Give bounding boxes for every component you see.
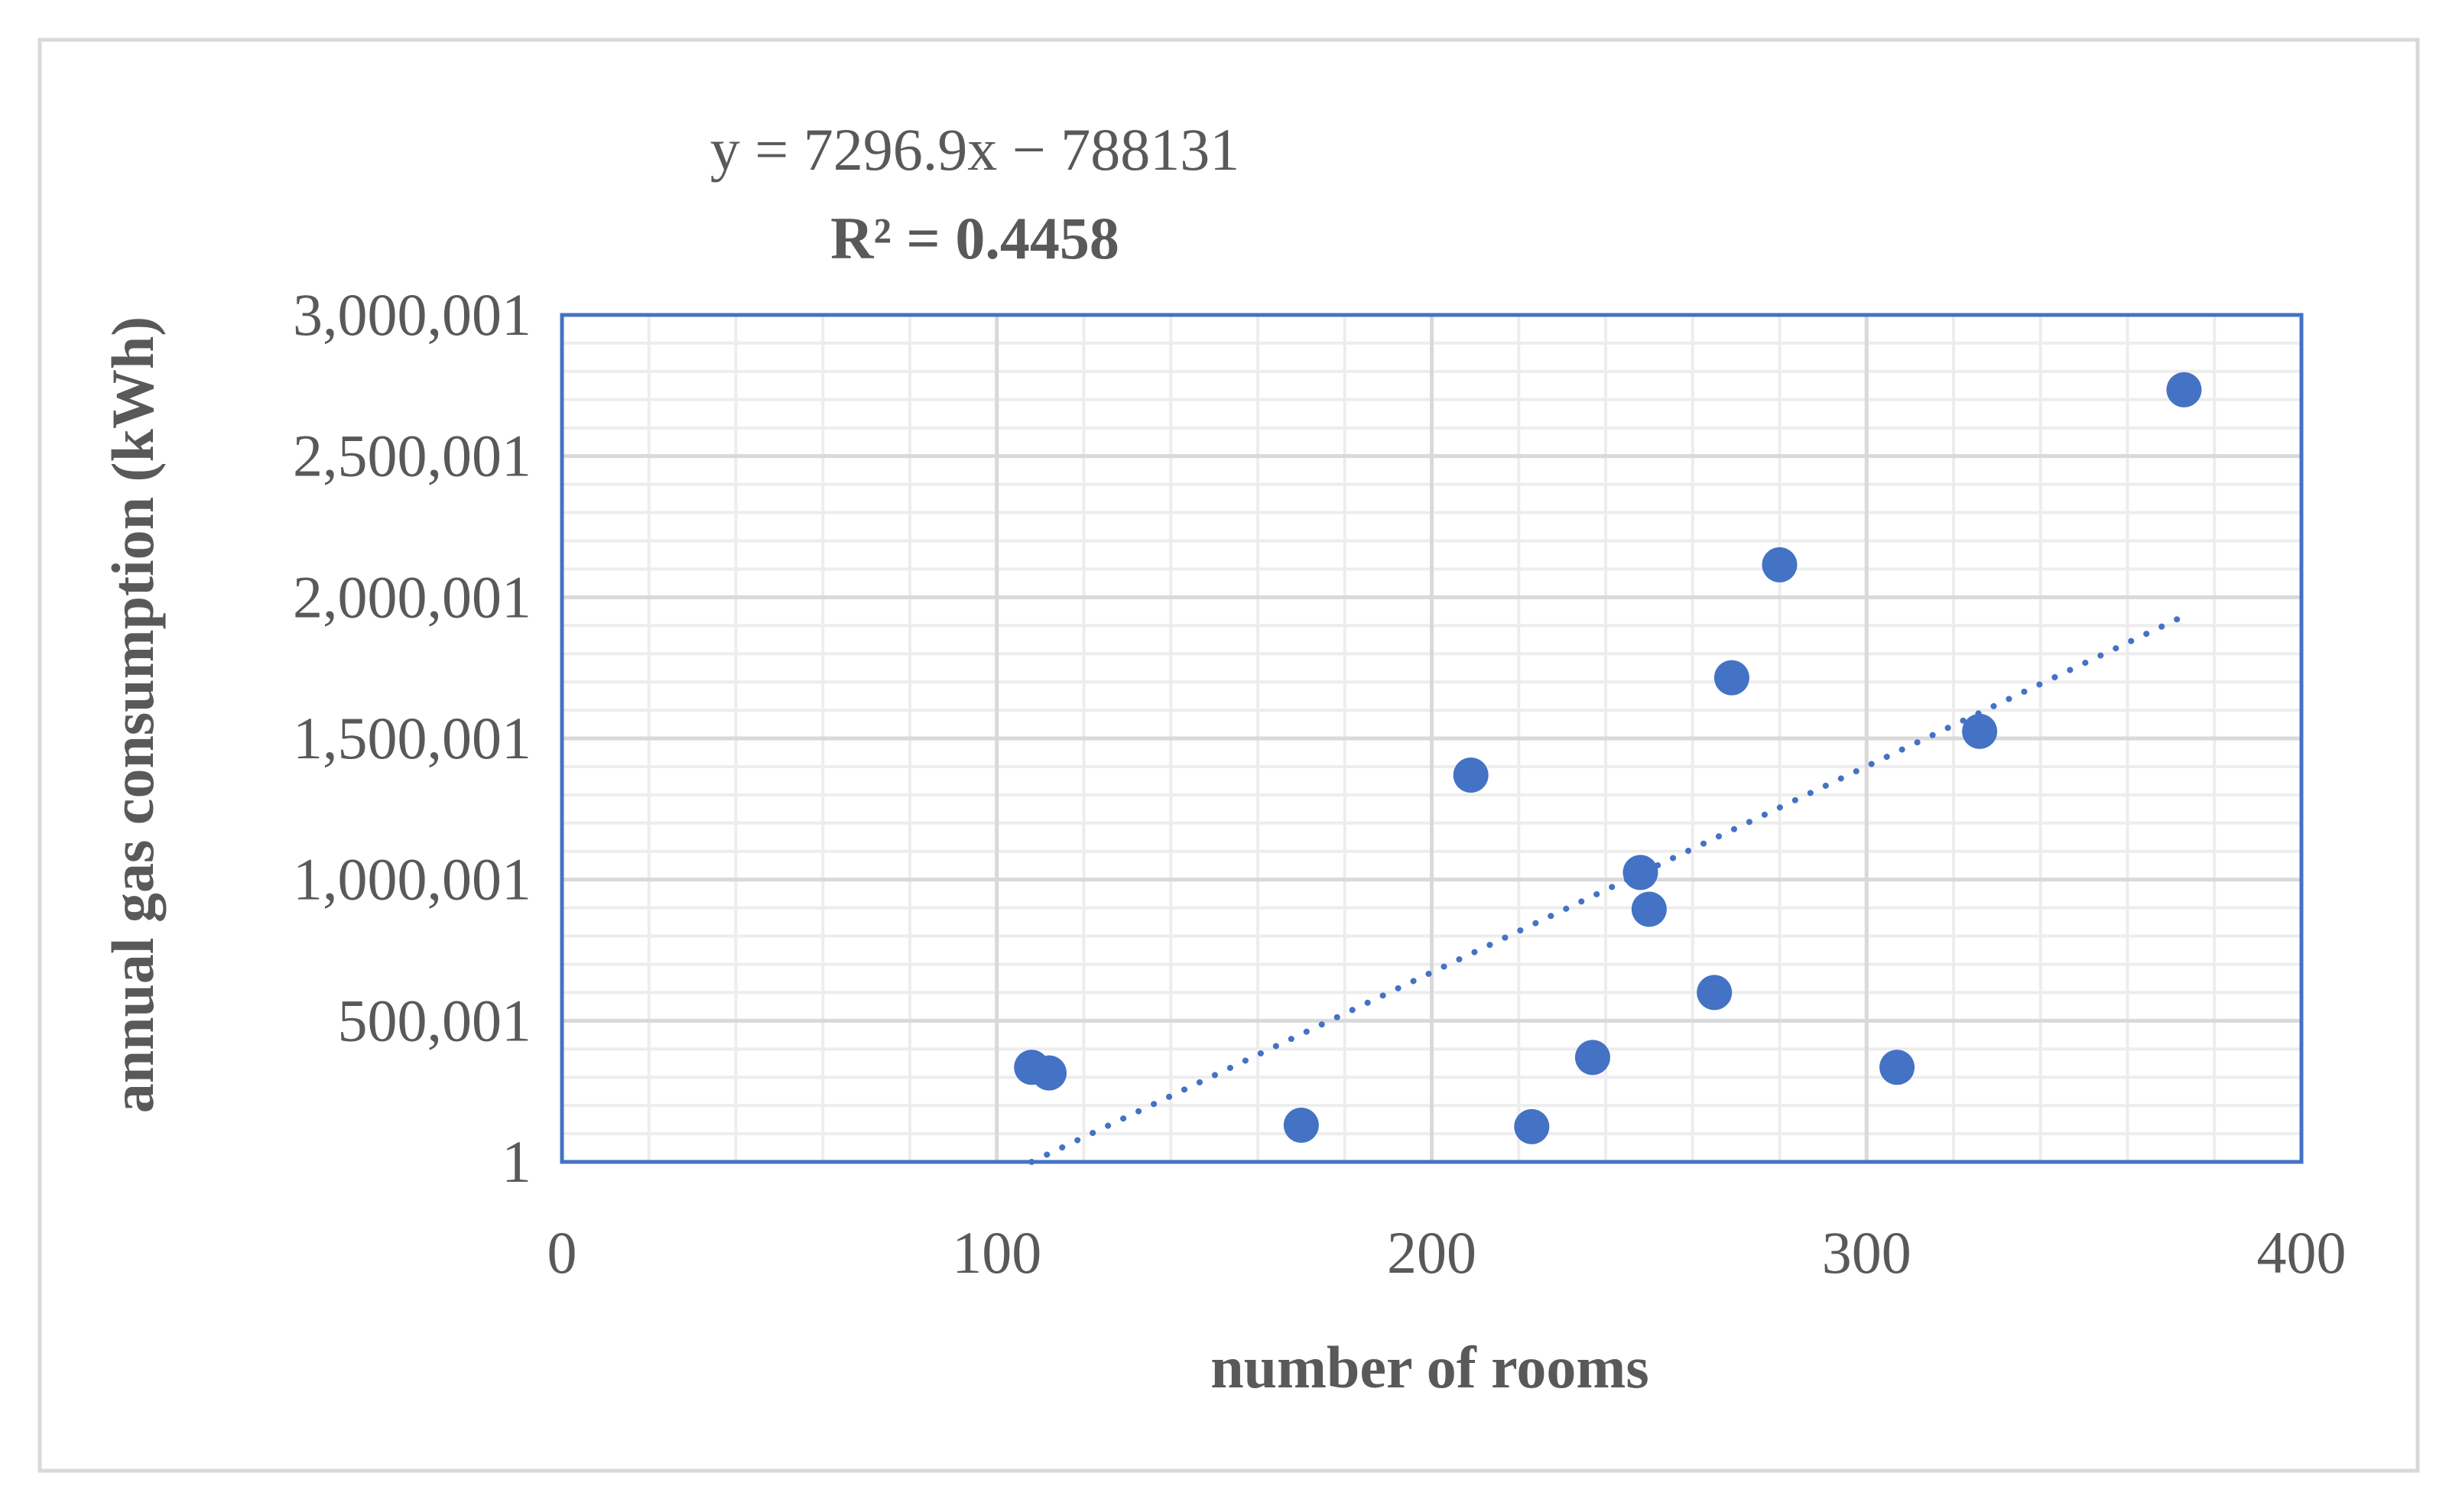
data-point	[1514, 1108, 1550, 1144]
data-point	[1879, 1050, 1915, 1085]
x-axis-title: number of rooms	[1210, 1334, 1648, 1400]
x-tick-label: 400	[2257, 1219, 2347, 1286]
y-tick-label: 2,500,001	[293, 423, 531, 489]
y-axis-tick-labels: 1 500,001 1,000,001 1,500,001 2,000,001 2,500…	[293, 281, 531, 1195]
y-tick-label: 3,000,001	[293, 281, 531, 348]
chart-frame-border	[37, 37, 2420, 1473]
plot-area-border	[560, 313, 2304, 1164]
y-tick-label: 1,500,001	[293, 705, 531, 771]
data-point	[1622, 855, 1658, 891]
data-point	[1031, 1055, 1067, 1091]
x-tick-label: 200	[1387, 1219, 1476, 1286]
y-tick-label: 2,000,001	[293, 563, 531, 630]
data-point	[1762, 547, 1798, 582]
data-point	[1453, 758, 1489, 793]
y-tick-label: 1,000,001	[293, 846, 531, 913]
data-point	[1574, 1040, 1610, 1076]
x-axis-tick-labels: 0 100 200 300 400	[547, 1219, 2347, 1286]
x-tick-label: 0	[547, 1219, 577, 1286]
data-point	[1962, 713, 1998, 749]
data-point	[2166, 372, 2202, 407]
y-tick-label: 500,001	[338, 987, 532, 1053]
r-squared-label: R² = 0.4458	[830, 205, 1119, 271]
data-point	[1283, 1107, 1319, 1143]
y-tick-label: 1	[502, 1128, 531, 1195]
x-tick-label: 300	[1822, 1219, 1911, 1286]
x-tick-label: 100	[952, 1219, 1041, 1286]
data-point	[1631, 891, 1667, 927]
data-point	[1713, 660, 1749, 696]
y-axis-title: annual gas consumption (kWh)	[99, 316, 166, 1114]
major-gridlines	[562, 315, 2301, 1162]
data-point	[1697, 975, 1733, 1011]
data-points	[1014, 372, 2202, 1144]
trendline-equation: y = 7296.9x − 788131	[710, 116, 1239, 183]
